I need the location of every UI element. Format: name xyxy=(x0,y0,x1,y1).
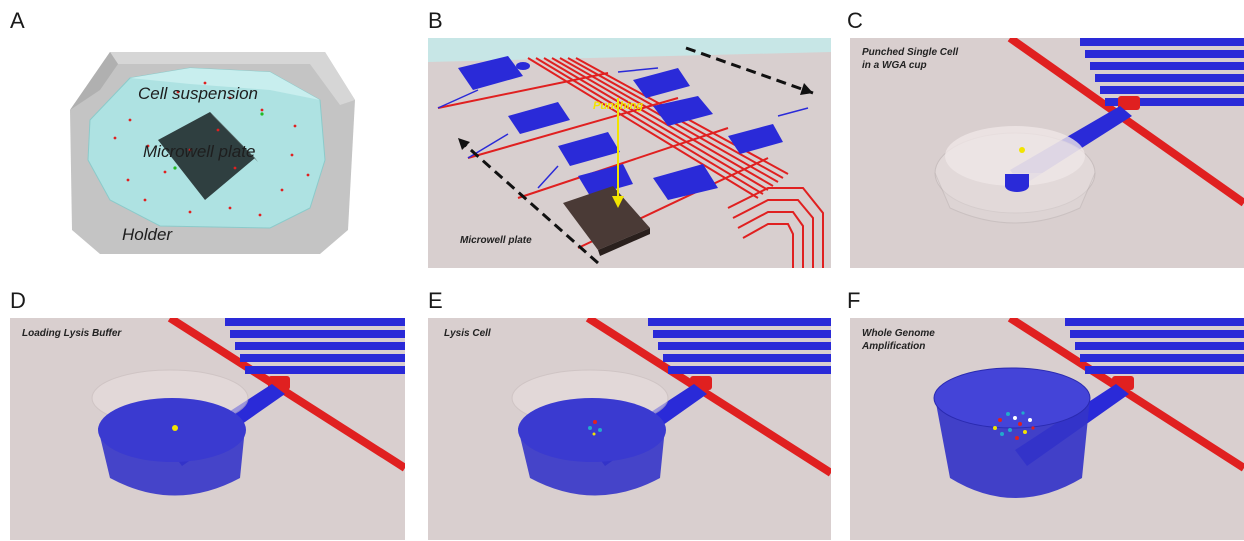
label-b-microwell-plate: Microwell plate xyxy=(460,235,532,246)
amplified-dna-fragments xyxy=(993,411,1035,440)
chip-port xyxy=(516,62,530,70)
panel-a-holder-diagram xyxy=(70,50,355,255)
panel-d-lysis-buffer xyxy=(10,318,405,540)
punching-arrow-head xyxy=(612,196,624,208)
cup-wall xyxy=(934,172,1096,224)
dashed-arrow-top xyxy=(685,46,814,95)
c-blue-stack xyxy=(1080,38,1244,106)
panel-letter-a: A xyxy=(10,8,25,33)
panel-c-svg xyxy=(850,38,1244,268)
panel-f-svg xyxy=(850,318,1244,540)
panel-f-wga xyxy=(850,318,1244,540)
dashed-arrow-top-head xyxy=(800,83,813,95)
label-f-line1: Whole Genome xyxy=(862,328,935,339)
e-buffer-surface xyxy=(518,398,666,462)
label-f-title: Whole Genome Amplification xyxy=(862,327,935,353)
panel-letter-d: D xyxy=(10,288,26,313)
lysed-cell-fragments xyxy=(588,420,602,436)
panel-c-wga-cup xyxy=(850,38,1244,268)
punched-plate-edge xyxy=(598,228,650,256)
panel-b-svg xyxy=(428,38,831,268)
suspension-cell-green xyxy=(260,112,264,116)
panel-d-svg xyxy=(10,318,405,540)
chip-edge xyxy=(428,38,831,62)
e-blue-stack xyxy=(648,318,831,374)
dashed-arrow-bottom xyxy=(462,141,599,265)
cup-outlet xyxy=(1005,174,1029,186)
label-c-line1: Punched Single Cell xyxy=(862,47,959,58)
label-e-title: Lysis Cell xyxy=(444,328,491,339)
label-microwell-plate: Microwell plate xyxy=(143,142,256,161)
label-punching: Punching xyxy=(593,100,644,112)
label-holder: Holder xyxy=(122,225,173,244)
label-c-title: Punched Single Cell in a WGA cup xyxy=(862,46,958,72)
blue-channel-stacks xyxy=(458,56,783,200)
f-buffer-surface xyxy=(933,367,1091,429)
f-blue-stack xyxy=(1065,318,1244,374)
panel-letter-e: E xyxy=(428,288,443,313)
label-f-line2: Amplification xyxy=(862,341,926,352)
e-red-channel xyxy=(585,318,831,477)
label-d-title: Loading Lysis Buffer xyxy=(22,328,122,339)
cup-inner xyxy=(945,126,1085,186)
holder-top-face xyxy=(110,52,355,105)
suspension-cell-green-2 xyxy=(173,166,177,170)
suspension-cells-red xyxy=(113,81,310,217)
d-blue-stack xyxy=(225,318,405,374)
microwell-plate-edge xyxy=(210,112,258,162)
panel-e-svg xyxy=(428,318,831,540)
c-red-channel xyxy=(1007,38,1244,207)
panel-a-svg xyxy=(70,52,355,254)
panel-b-chip-diagram xyxy=(428,38,831,268)
panel-letter-c: C xyxy=(847,8,863,33)
label-cell-suspension: Cell suspension xyxy=(138,84,259,103)
suspension-highlight xyxy=(130,68,320,100)
c-junction xyxy=(1118,96,1140,110)
panel-letter-f: F xyxy=(847,288,861,313)
d-buffer-surface xyxy=(98,398,246,462)
d-red-channel xyxy=(167,318,405,472)
d-single-cell xyxy=(172,425,178,431)
holder-left-face xyxy=(70,52,118,110)
label-c-line2: in a WGA cup xyxy=(862,60,927,71)
panel-letter-b: B xyxy=(428,8,443,33)
punched-microwell-plate xyxy=(563,186,650,250)
single-cell xyxy=(1019,147,1025,153)
panel-e-lysis-cell xyxy=(428,318,831,540)
dashed-arrow-bottom-head xyxy=(458,138,470,150)
